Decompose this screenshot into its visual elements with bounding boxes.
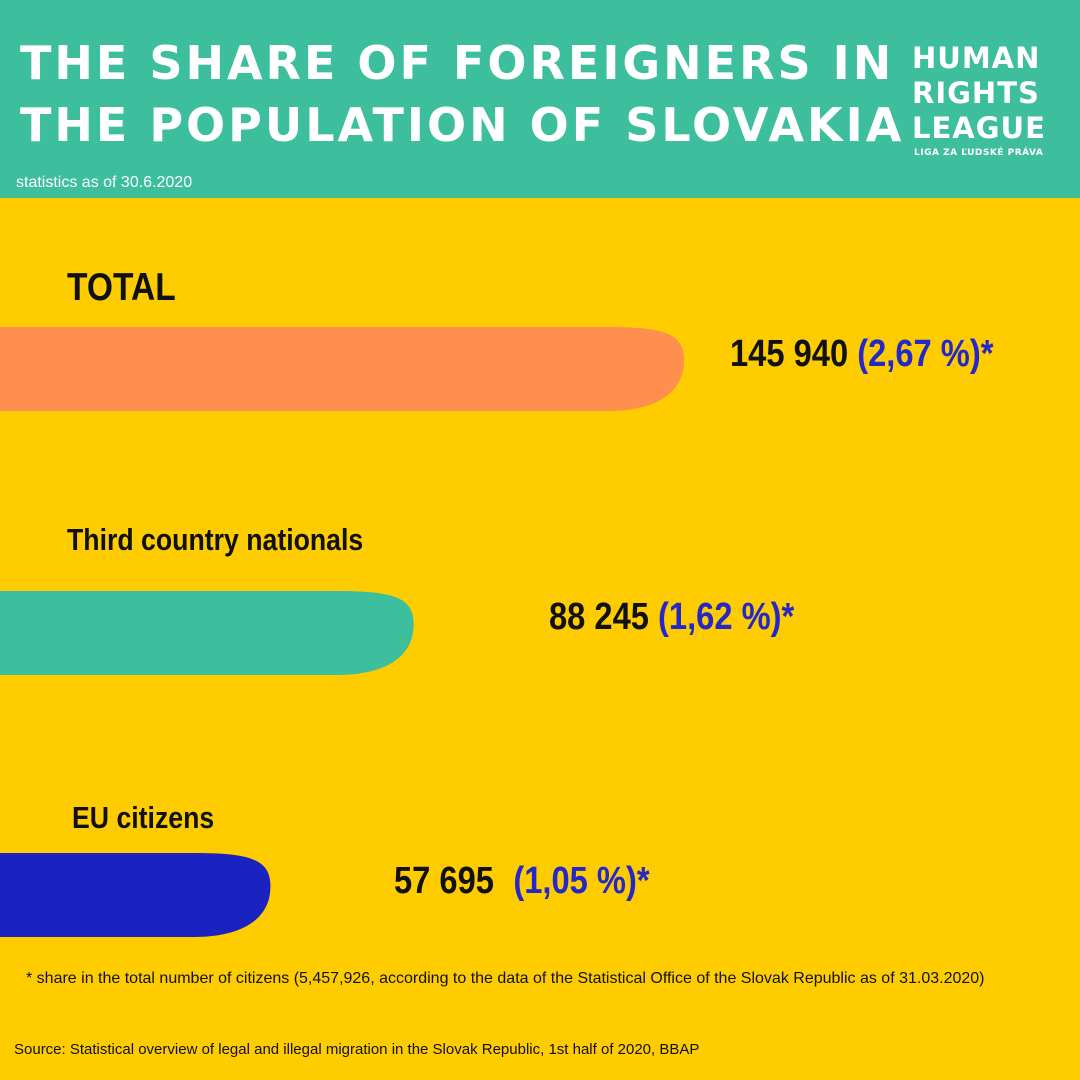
category-label-total: TOTAL [67, 266, 176, 309]
subtitle: statistics as of 30.6.2020 [16, 174, 193, 191]
value-label-total: 145 940 (2,67 %)* [730, 333, 993, 376]
value-percent-third-country: (1,62 %)* [658, 596, 795, 638]
header-band: THE SHARE OF FOREIGNERS IN THE POPULATIO… [0, 0, 1080, 198]
value-label-third-country: 88 245 (1,62 %)* [549, 596, 794, 639]
page-title-line-2: THE POPULATION OF SLOVAKIA [20, 98, 905, 152]
value-number-total: 145 940 [730, 333, 849, 375]
page-title-line-1: THE SHARE OF FOREIGNERS IN [20, 36, 895, 90]
logo-line-2: RIGHTS [912, 76, 1040, 110]
bar-third-country [0, 591, 414, 675]
bar-total [0, 327, 684, 411]
value-percent-eu: (1,05 %)* [513, 860, 650, 902]
value-number-third-country: 88 245 [549, 596, 649, 638]
bar-eu [0, 853, 271, 937]
value-percent-total: (2,67 %)* [857, 333, 994, 375]
value-label-eu: 57 695 (1,05 %)* [394, 860, 650, 903]
logo-line-3: LEAGUE [912, 111, 1046, 145]
logo-line-1: HUMAN [912, 41, 1041, 75]
source-note: Source: Statistical overview of legal an… [14, 1041, 700, 1058]
value-number-eu: 57 695 [394, 860, 494, 902]
logo-subtitle: LIGA ZA ĽUDSKÉ PRÁVA [914, 148, 1044, 158]
category-label-eu: EU citizens [72, 800, 215, 835]
category-label-third-country: Third country nationals [67, 522, 364, 557]
footnote: * share in the total number of citizens … [26, 970, 985, 987]
